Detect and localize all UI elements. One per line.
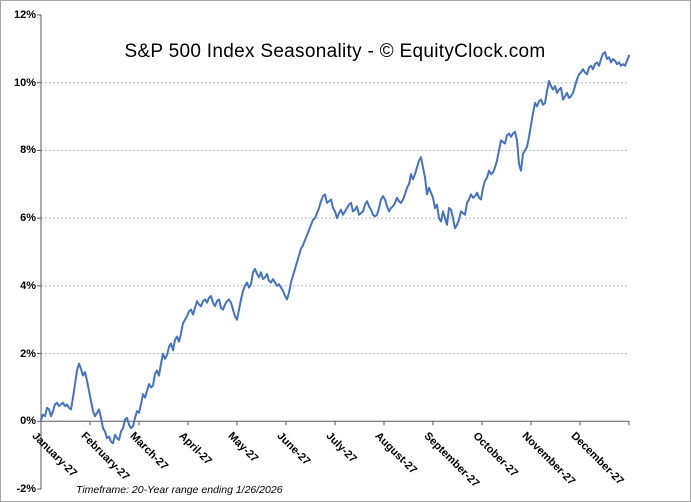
- chart-title: S&P 500 Index Seasonality - © EquityCloc…: [124, 41, 546, 62]
- y-axis-label-10pct: 10%: [13, 76, 36, 89]
- y-axis-label-12pct: 12%: [13, 8, 36, 21]
- y-axis-label-6pct: 6%: [20, 212, 36, 225]
- y-axis-label-2pct: 2%: [20, 347, 36, 360]
- y-axis-label-8pct: 8%: [20, 144, 36, 157]
- seasonality-line: [40, 51, 630, 445]
- y-axis-label-0pct: 0%: [20, 415, 36, 428]
- timeframe-note: Timeframe: 20-Year range ending 1/26/202…: [76, 484, 283, 496]
- y-axis-label--2pct: -2%: [16, 483, 36, 496]
- y-axis-label-4pct: 4%: [20, 279, 36, 292]
